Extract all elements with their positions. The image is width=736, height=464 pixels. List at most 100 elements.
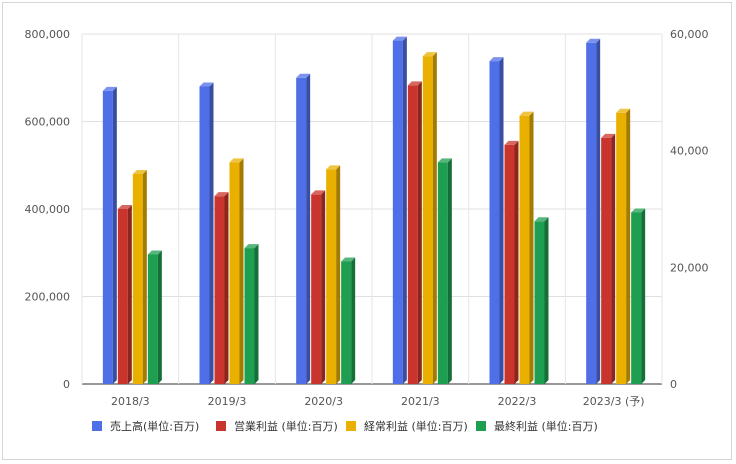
bar-top: [132, 170, 147, 174]
y-left-tick-label: 0: [63, 378, 70, 391]
bar: [601, 133, 616, 384]
bar-top: [229, 158, 244, 163]
legend: 売上高(単位:百万) 営業利益 (単位:百万) 経常利益 (単位:百万) 最終利益 (…: [92, 419, 598, 433]
bar-top: [244, 244, 259, 249]
x-tick-label: 2019/3: [208, 395, 247, 408]
bar: [422, 52, 437, 385]
bar-front: [631, 212, 642, 384]
bar-side: [402, 36, 407, 384]
bar: [326, 165, 341, 384]
bar-front: [244, 248, 255, 384]
bar: [102, 86, 117, 384]
bar-top: [147, 250, 162, 255]
bar-front: [437, 162, 448, 384]
legend-label: 最終利益 (単位:百万): [494, 419, 598, 433]
bar-side: [529, 111, 534, 385]
bar-top: [586, 38, 601, 43]
bar: [214, 192, 229, 384]
bar: [504, 140, 519, 384]
bar: [392, 36, 407, 384]
bar-front: [504, 144, 515, 384]
bar-front: [341, 261, 352, 384]
bar: [311, 190, 326, 384]
bar-side: [611, 133, 616, 384]
y-left-tick-label: 600,000: [25, 116, 71, 129]
bar-front: [229, 162, 240, 384]
legend-label: 経常利益 (単位:百万): [364, 419, 468, 433]
axis-layer: 0 200,000 400,000 600,000 800,000 0 20,000 40,0…: [25, 28, 709, 408]
bar-side: [142, 170, 147, 384]
bar-front: [534, 221, 545, 384]
bar: [519, 111, 534, 385]
bar-front: [601, 137, 612, 384]
y-left-tick-label: 800,000: [25, 28, 71, 41]
bar-side: [112, 86, 117, 384]
bar-side: [626, 108, 631, 384]
y-right-tick-label: 40,000: [670, 145, 709, 158]
bar-top: [199, 82, 214, 87]
bar-side: [432, 52, 437, 385]
bar: [586, 38, 601, 384]
bar-side: [306, 73, 311, 384]
bar-front: [326, 169, 337, 384]
y-right-tick-label: 0: [670, 378, 677, 391]
bar-side: [596, 38, 601, 384]
bar-front: [199, 86, 210, 384]
x-tick-label: 2020/3: [304, 395, 343, 408]
legend-label: 営業利益 (単位:百万): [234, 419, 338, 433]
bar-layer: [102, 36, 646, 385]
bar-top: [437, 158, 452, 163]
bar-front: [586, 42, 597, 384]
bar: [132, 170, 147, 384]
bar-front: [422, 56, 433, 385]
bar-side: [417, 81, 422, 384]
bar: [616, 108, 631, 384]
bar-top: [341, 257, 356, 262]
bar: [437, 158, 452, 384]
legend-swatch: [216, 421, 226, 431]
legend-item: 経常利益 (単位:百万): [346, 419, 468, 433]
bar-front: [616, 112, 627, 384]
bar-front: [489, 61, 500, 384]
bar: [229, 158, 244, 384]
bar-top: [102, 86, 117, 91]
bar: [244, 244, 259, 384]
bar-side: [127, 205, 132, 384]
grid-layer: [81, 33, 663, 385]
bar-front: [214, 196, 225, 384]
bar: [147, 250, 162, 384]
bar: [489, 57, 504, 384]
bar-front: [102, 90, 113, 384]
bar-side: [157, 250, 162, 384]
bar-front: [407, 85, 418, 384]
bar-top: [407, 81, 422, 86]
bar-front: [519, 115, 530, 385]
bar-top: [601, 133, 616, 138]
bar: [199, 82, 214, 384]
legend-label: 売上高(単位:百万): [110, 419, 199, 433]
x-tick-label: 2018/3: [111, 395, 150, 408]
bar: [407, 81, 422, 384]
x-tick-label: 2022/3: [498, 395, 537, 408]
bar-top: [422, 52, 437, 57]
bar-side: [254, 244, 259, 384]
bar-side: [224, 192, 229, 384]
bar-top: [631, 208, 646, 213]
bar-side: [641, 208, 646, 384]
bar-top: [519, 111, 534, 116]
bar: [341, 257, 356, 384]
bar-side: [351, 257, 356, 384]
x-tick-label: 2023/3 (予): [583, 395, 645, 408]
bar-side: [544, 217, 549, 384]
bar: [296, 73, 311, 384]
bar-top: [117, 205, 132, 209]
bar-front: [117, 209, 128, 384]
bar-top: [489, 57, 504, 62]
legend-swatch: [92, 421, 102, 431]
bar-top: [311, 190, 326, 195]
legend-swatch: [346, 421, 356, 431]
bar-side: [447, 158, 452, 384]
bar-top: [326, 165, 341, 170]
bar-top: [214, 192, 229, 197]
bar-front: [132, 174, 143, 384]
